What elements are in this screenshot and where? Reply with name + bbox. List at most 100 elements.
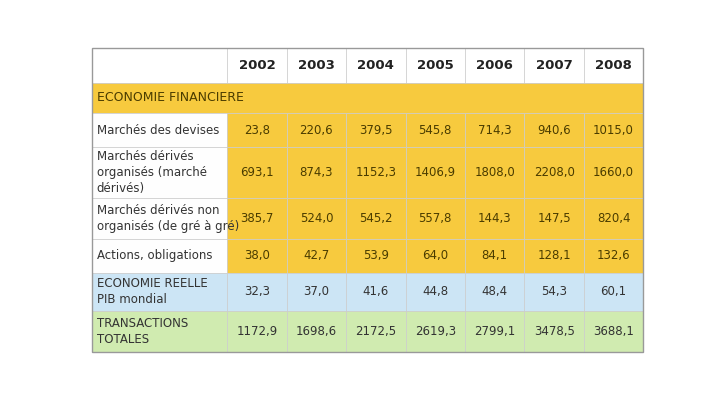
Text: 2008: 2008 [595,59,632,72]
Bar [465,113,524,147]
Bar [227,273,286,311]
Bar [405,113,465,147]
Text: 1698,6: 1698,6 [296,325,337,338]
Text: 2003: 2003 [298,59,335,72]
Text: 23,8: 23,8 [244,124,270,137]
Text: 128,1: 128,1 [537,249,571,262]
Text: 38,0: 38,0 [244,249,270,262]
Bar [286,273,346,311]
Text: 2208,0: 2208,0 [533,166,574,179]
Text: 1808,0: 1808,0 [474,166,515,179]
Bar [92,198,227,239]
Text: 385,7: 385,7 [241,212,274,225]
Text: 37,0: 37,0 [304,286,329,298]
Bar [286,239,346,273]
Bar [405,273,465,311]
Bar [524,48,584,83]
Text: ECONOMIE REELLE
PIB mondial: ECONOMIE REELLE PIB mondial [97,277,208,307]
Text: 84,1: 84,1 [482,249,508,262]
Text: 1172,9: 1172,9 [236,325,278,338]
Text: 545,2: 545,2 [359,212,392,225]
Bar [584,48,643,83]
Text: 940,6: 940,6 [537,124,571,137]
Bar [465,147,524,198]
Bar [584,113,643,147]
Text: 41,6: 41,6 [363,286,389,298]
Text: 524,0: 524,0 [300,212,333,225]
Bar [524,311,584,352]
Bar [346,311,405,352]
Bar [92,83,643,113]
Bar [405,147,465,198]
Bar [346,48,405,83]
Bar [227,311,286,352]
Bar [286,48,346,83]
Bar [286,147,346,198]
Text: 1406,9: 1406,9 [415,166,456,179]
Text: 53,9: 53,9 [363,249,389,262]
Bar [227,113,286,147]
Bar [524,113,584,147]
Bar [286,113,346,147]
Text: Marchés des devises: Marchés des devises [97,124,219,137]
Text: 2799,1: 2799,1 [474,325,516,338]
Bar [346,273,405,311]
Bar [465,239,524,273]
Text: 545,8: 545,8 [419,124,452,137]
Bar [524,273,584,311]
Bar [465,198,524,239]
Bar [92,239,227,273]
Text: Marchés dérivés non
organisés (de gré à gré): Marchés dérivés non organisés (de gré à … [97,204,239,233]
Bar [92,147,227,198]
Bar [405,311,465,352]
Bar [92,311,227,352]
Bar [584,147,643,198]
Bar [405,48,465,83]
Bar [227,48,286,83]
Text: 2006: 2006 [476,59,513,72]
Text: TRANSACTIONS
TOTALES: TRANSACTIONS TOTALES [97,317,188,346]
Text: 714,3: 714,3 [478,124,511,137]
Text: 1015,0: 1015,0 [593,124,634,137]
Bar [405,239,465,273]
Text: 64,0: 64,0 [422,249,448,262]
Text: 220,6: 220,6 [299,124,333,137]
Text: 2004: 2004 [357,59,395,72]
Bar [584,239,643,273]
Bar [584,273,643,311]
Text: 1152,3: 1152,3 [355,166,397,179]
Bar [346,239,405,273]
Bar [92,113,227,147]
Text: 874,3: 874,3 [300,166,333,179]
Bar [584,198,643,239]
Bar [227,198,286,239]
Text: 48,4: 48,4 [482,286,508,298]
Bar [465,48,524,83]
Text: 557,8: 557,8 [419,212,452,225]
Text: Marchés dérivés
organisés (marché
dérivés): Marchés dérivés organisés (marché dérivé… [97,150,207,195]
Text: 379,5: 379,5 [359,124,392,137]
Text: 2619,3: 2619,3 [415,325,456,338]
Bar [524,147,584,198]
Text: ECONOMIE FINANCIERE: ECONOMIE FINANCIERE [97,91,243,105]
Bar [227,147,286,198]
Bar [346,198,405,239]
Text: 147,5: 147,5 [537,212,571,225]
Bar [92,48,227,83]
Text: Actions, obligations: Actions, obligations [97,249,212,262]
Bar [465,273,524,311]
Bar [346,113,405,147]
Text: 693,1: 693,1 [240,166,274,179]
Bar [346,147,405,198]
Bar [286,198,346,239]
Text: 2172,5: 2172,5 [355,325,397,338]
Text: 44,8: 44,8 [422,286,448,298]
Bar [92,273,227,311]
Text: 2002: 2002 [238,59,276,72]
Text: 3688,1: 3688,1 [593,325,634,338]
Bar [465,311,524,352]
Bar [524,239,584,273]
Text: 1660,0: 1660,0 [593,166,634,179]
Text: 820,4: 820,4 [597,212,630,225]
Bar [227,239,286,273]
